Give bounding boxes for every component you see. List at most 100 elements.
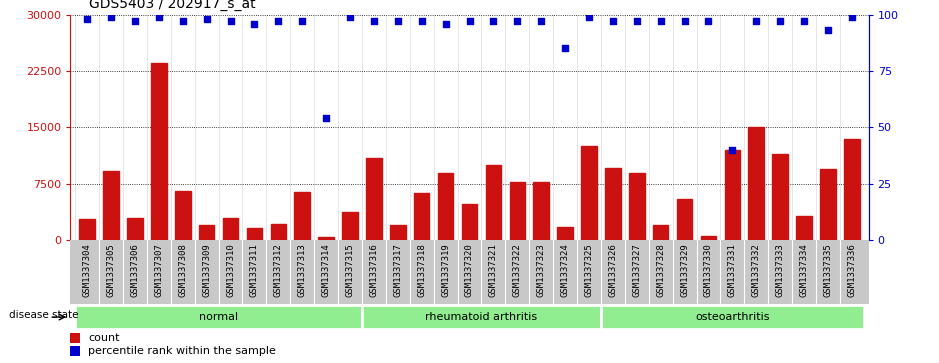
Bar [672,240,697,304]
Text: GSM1337311: GSM1337311 [250,244,259,297]
Bar [390,225,406,240]
Text: GSM1337327: GSM1337327 [632,244,641,297]
Bar [290,240,315,304]
Text: rheumatoid arthritis: rheumatoid arthritis [425,311,537,322]
Bar [601,240,624,304]
Bar [457,240,482,304]
Point [558,45,573,51]
Text: GSM1337320: GSM1337320 [465,244,474,297]
Point [80,16,95,22]
Bar [793,240,816,304]
Text: GSM1337306: GSM1337306 [131,244,140,297]
Point [725,147,740,153]
Text: disease state: disease state [9,310,79,320]
Text: GSM1337304: GSM1337304 [83,244,92,297]
Text: GSM1337334: GSM1337334 [799,244,808,297]
Text: normal: normal [199,311,239,322]
Bar [386,240,409,304]
Point [581,14,596,20]
Point [796,19,811,24]
Bar [123,240,146,304]
Text: GSM1337315: GSM1337315 [346,244,355,297]
Bar [338,240,362,304]
Point [439,21,454,26]
Bar [219,240,242,304]
Bar [653,225,669,240]
Bar [318,237,334,240]
Bar [677,199,692,240]
Point [199,16,214,22]
Point [343,14,358,20]
Text: GSM1337323: GSM1337323 [537,244,546,297]
Bar [796,216,812,240]
Point [821,28,836,33]
Bar [175,191,191,240]
Bar [720,240,745,304]
Bar [151,64,166,240]
Bar [482,240,505,304]
Bar [70,333,81,343]
Bar [839,240,864,304]
Bar [295,192,310,240]
Point [773,19,788,24]
Text: GSM1337312: GSM1337312 [274,244,283,297]
Bar [768,240,793,304]
Bar [199,224,214,240]
Point [462,19,477,24]
Point [223,19,239,24]
Text: GSM1337325: GSM1337325 [584,244,593,297]
Text: GSM1337307: GSM1337307 [154,244,163,297]
Point [366,19,381,24]
Point [103,14,118,20]
Point [391,19,406,24]
Point [700,19,716,24]
Bar [438,172,454,240]
Bar [649,240,672,304]
Bar [315,240,338,304]
Text: GSM1337326: GSM1337326 [608,244,617,297]
Bar [558,227,573,240]
Bar [624,240,649,304]
Bar [530,240,553,304]
Text: GSM1337310: GSM1337310 [226,244,235,297]
Bar [510,182,525,240]
Point [176,19,191,24]
Bar [577,240,601,304]
Text: count: count [88,333,120,343]
Text: GSM1337318: GSM1337318 [417,244,426,297]
Bar [816,240,839,304]
Text: GSM1337328: GSM1337328 [656,244,665,297]
Bar [80,219,95,240]
Bar [100,240,123,304]
Text: GSM1337321: GSM1337321 [489,244,498,297]
Bar [146,240,171,304]
Bar [629,172,644,240]
Point [606,19,621,24]
Bar [75,240,100,304]
Point [414,19,429,24]
Bar [242,240,267,304]
Point [510,19,525,24]
Bar [409,240,434,304]
Bar [605,168,621,240]
Bar [366,158,381,240]
Text: GSM1337324: GSM1337324 [561,244,570,297]
Text: GSM1337316: GSM1337316 [369,244,378,297]
Point [844,14,859,20]
Bar [748,127,764,240]
Bar [505,240,530,304]
Point [677,19,692,24]
Text: GSM1337336: GSM1337336 [847,244,856,297]
Bar [171,240,194,304]
Bar [581,146,597,240]
Point [295,19,310,24]
Text: GSM1337313: GSM1337313 [298,244,307,297]
Point [533,19,548,24]
Point [128,19,143,24]
Bar [223,219,239,240]
Point [318,115,333,121]
Text: GSM1337314: GSM1337314 [322,244,331,297]
Bar [267,240,290,304]
Bar [844,139,859,240]
Text: GSM1337305: GSM1337305 [106,244,115,297]
